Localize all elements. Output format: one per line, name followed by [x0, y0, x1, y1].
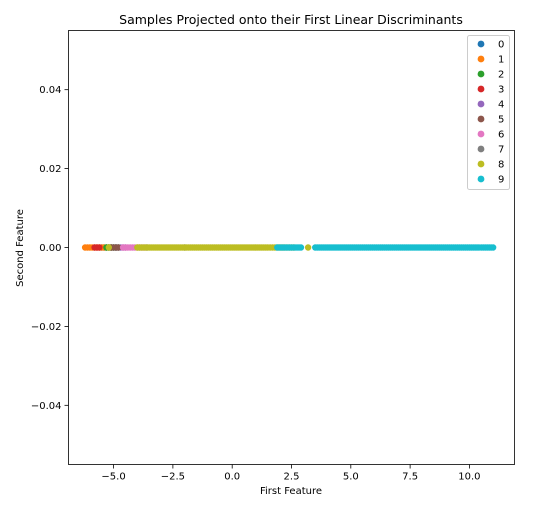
legend-label: 5 [498, 115, 504, 126]
chart-title: Samples Projected onto their First Linea… [119, 12, 463, 27]
x-tick-label: 5.0 [343, 472, 359, 483]
y-tick-label: 0.04 [39, 85, 61, 96]
legend-label: 1 [498, 55, 504, 66]
legend-label: 3 [498, 85, 504, 96]
data-point [297, 244, 305, 251]
y-tick-label: 0.02 [39, 164, 61, 175]
legend-marker [477, 175, 485, 183]
x-tick-label: 10.0 [458, 472, 480, 483]
data-point [96, 244, 103, 251]
legend-marker [477, 115, 485, 123]
legend-label: 9 [498, 175, 504, 186]
y-axis-label: Second Feature [15, 209, 26, 287]
legend-marker [477, 70, 485, 78]
data-point [105, 244, 113, 251]
legend-marker [477, 160, 485, 168]
legend-label: 6 [498, 130, 504, 141]
data-point [304, 244, 312, 251]
x-tick-label: −5.0 [101, 472, 125, 483]
x-tick-label: 7.5 [402, 472, 418, 483]
ticks-layer: −5.0 −2.5 0.0 2.5 5.0 7.5 10.0 −0.04 −0.02 0.00 0.… [31, 85, 481, 482]
legend-label: 8 [498, 160, 504, 171]
legend-marker [477, 130, 485, 138]
legend-marker [477, 85, 485, 93]
data-point [489, 244, 497, 251]
legend: 0 1 2 3 4 5 6 7 8 9 [467, 35, 510, 190]
legend-marker [477, 145, 485, 153]
legend-marker [477, 40, 485, 48]
legend-marker [477, 55, 485, 63]
x-axis-label: First Feature [260, 486, 322, 497]
legend-label: 4 [498, 100, 504, 111]
y-tick-label: −0.04 [31, 401, 62, 412]
points-layer [81, 244, 497, 251]
data-point [115, 244, 122, 251]
x-tick-label: 2.5 [284, 472, 300, 483]
legend-label: 0 [498, 40, 504, 51]
legend-label: 2 [498, 70, 504, 81]
legend-label: 7 [498, 145, 504, 156]
y-tick-label: −0.02 [31, 322, 62, 333]
x-tick-label: 0.0 [224, 472, 240, 483]
x-tick-label: −2.5 [161, 472, 185, 483]
y-tick-label: 0.00 [39, 243, 61, 254]
plot-frame [68, 30, 515, 465]
legend-marker [477, 100, 485, 108]
